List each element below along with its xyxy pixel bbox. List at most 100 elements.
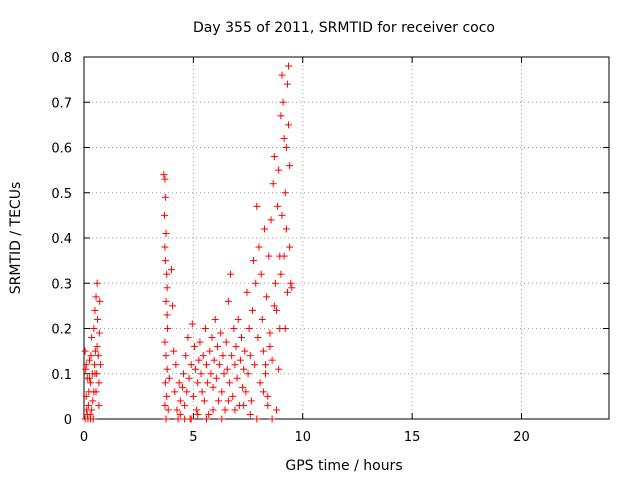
data-point	[162, 229, 170, 237]
data-point	[168, 266, 175, 274]
data-point	[89, 397, 97, 405]
data-point	[246, 410, 254, 418]
data-point	[181, 401, 189, 409]
data-point	[161, 338, 169, 346]
data-point	[164, 325, 172, 332]
data-point	[164, 406, 172, 414]
data-point	[258, 315, 266, 323]
data-point	[160, 171, 168, 179]
y-tick-label: 0.1	[51, 368, 72, 383]
data-point	[193, 406, 201, 414]
data-point	[208, 334, 216, 342]
data-point	[199, 352, 207, 360]
data-point	[91, 306, 99, 314]
data-point	[96, 361, 104, 369]
data-point	[240, 365, 248, 373]
data-point	[95, 329, 103, 337]
data-point	[250, 257, 258, 265]
data-point	[278, 211, 286, 219]
data-point	[195, 356, 203, 364]
data-point	[163, 311, 171, 319]
data-point	[231, 361, 239, 369]
data-point	[218, 415, 226, 423]
y-tick-label: 0.6	[51, 142, 72, 157]
data-point	[243, 288, 251, 296]
data-point	[213, 343, 221, 351]
data-point	[194, 379, 202, 387]
data-point	[181, 415, 189, 423]
data-point	[255, 243, 263, 251]
data-point	[212, 374, 220, 382]
y-axis-label: SRMTID / TECUs	[8, 182, 24, 295]
data-point	[187, 361, 195, 369]
data-point	[215, 397, 223, 405]
data-point	[231, 406, 239, 414]
axis-ticks: 0 5 10 15 20 0 0.1 0.2 0.3 0.4 0.5 0.6 0.7 0.8	[51, 51, 609, 445]
data-point	[82, 392, 90, 400]
data-point	[275, 166, 283, 174]
data-points	[81, 62, 296, 423]
data-point	[94, 315, 102, 323]
data-point	[238, 334, 245, 342]
data-point	[269, 180, 277, 188]
data-point	[201, 325, 209, 332]
data-point	[271, 279, 279, 287]
data-point	[224, 397, 232, 405]
data-point	[216, 361, 224, 369]
data-point	[206, 347, 214, 355]
data-point	[266, 343, 274, 351]
x-tick-label: 0	[80, 430, 88, 445]
data-point	[247, 397, 255, 405]
data-point	[170, 347, 178, 355]
data-point	[254, 334, 262, 342]
data-point	[251, 361, 259, 369]
data-point	[207, 370, 215, 378]
data-point	[229, 392, 237, 400]
data-point	[82, 361, 90, 369]
data-point	[270, 302, 278, 310]
data-point	[162, 415, 170, 423]
data-point	[253, 202, 261, 210]
data-point	[209, 383, 217, 391]
data-point	[175, 379, 183, 387]
data-point	[192, 365, 200, 373]
y-tick-label: 0	[64, 413, 72, 428]
data-point	[174, 415, 182, 423]
data-point	[190, 343, 198, 351]
data-point	[259, 388, 267, 396]
data-point	[265, 252, 273, 260]
data-point	[200, 397, 208, 405]
data-point	[87, 379, 95, 387]
data-point	[91, 347, 99, 355]
data-point	[277, 112, 285, 120]
data-point	[267, 216, 275, 224]
data-point	[205, 410, 213, 418]
data-point	[171, 388, 179, 396]
data-point	[234, 315, 242, 323]
data-point	[188, 320, 196, 328]
chart-title: Day 355 of 2011, SRMTID for receiver coc…	[193, 20, 495, 36]
data-point	[184, 334, 192, 342]
data-point	[230, 325, 238, 332]
data-point	[280, 252, 288, 260]
data-point	[185, 374, 193, 382]
data-point	[282, 225, 290, 233]
data-point	[260, 225, 268, 233]
y-tick-label: 0.8	[51, 51, 72, 66]
data-point	[219, 352, 227, 360]
y-tick-label: 0.4	[51, 232, 72, 247]
data-point	[161, 211, 168, 219]
data-point	[223, 365, 231, 373]
y-tick-label: 0.7	[51, 96, 72, 111]
data-point	[270, 153, 278, 161]
x-tick-label: 20	[513, 430, 530, 445]
data-point	[198, 388, 206, 396]
data-point	[221, 406, 229, 414]
data-point	[178, 383, 186, 391]
data-point	[259, 347, 267, 355]
data-point	[209, 406, 217, 414]
data-point	[93, 343, 101, 351]
data-point	[173, 406, 181, 414]
data-point	[282, 144, 290, 151]
data-point	[263, 293, 271, 301]
